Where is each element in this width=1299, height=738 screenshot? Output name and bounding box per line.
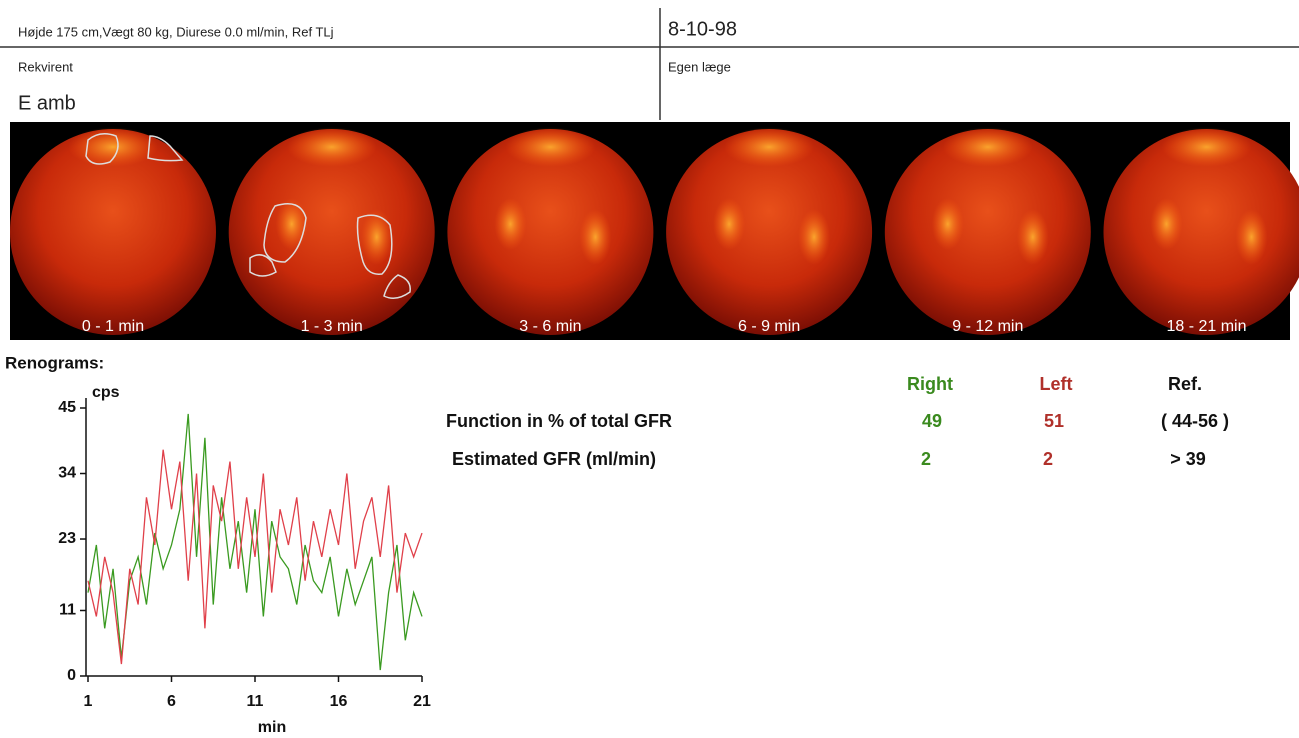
scan	[666, 129, 873, 335]
roi	[263, 203, 307, 263]
scan-hotspot	[798, 209, 831, 265]
scan	[228, 129, 435, 335]
roi	[356, 214, 393, 275]
image-label: 18 - 21 min	[1166, 318, 1246, 335]
scan-hotspot	[1161, 127, 1252, 167]
scan-hotspot	[505, 127, 596, 167]
scan-hotspot	[579, 209, 612, 265]
scan	[884, 129, 1091, 335]
y-tick-label: 11	[59, 602, 76, 619]
cell: ( 44-56 )	[1161, 411, 1229, 431]
scan-hotspot	[1235, 209, 1268, 265]
scan-hotspot	[1150, 198, 1183, 250]
x-tick-label: 6	[167, 693, 176, 710]
roi-outlines	[85, 133, 411, 299]
image-label: 0 - 1 min	[82, 318, 144, 335]
x-tick-label: 16	[330, 693, 348, 710]
roi	[147, 135, 184, 162]
cell: > 39	[1170, 449, 1206, 469]
y-tick-label: 0	[67, 667, 76, 684]
y-tick-label: 23	[58, 530, 76, 547]
patient-info: Højde 175 cm,Vægt 80 kg, Diurese 0.0 ml/…	[18, 24, 334, 39]
scan-hotspot	[724, 127, 815, 167]
x-tick-label: 1	[84, 693, 93, 710]
requester-label: Rekvirent	[18, 59, 73, 74]
series-line	[87, 413, 423, 671]
scan	[1103, 129, 1299, 335]
image-label: 3 - 6 min	[519, 318, 581, 335]
scan-hotspot	[286, 127, 377, 167]
y-tick-label: 34	[58, 465, 76, 482]
doctor-label: Egen læge	[668, 59, 731, 74]
column-header: Ref.	[1168, 374, 1202, 394]
date: 8-10-98	[668, 18, 737, 40]
y-tick-label: 45	[58, 399, 76, 416]
cell: 51	[1044, 411, 1064, 431]
series-line	[87, 449, 423, 665]
cell: 49	[922, 411, 942, 431]
scan-hotspot	[942, 127, 1033, 167]
scan-hotspot	[360, 209, 393, 265]
x-tick-label: 21	[413, 693, 431, 710]
scintigraphy-images: 0 - 1 min 1 - 3 min 3 - 6 min 6 - 9 min 9 - …	[10, 127, 1299, 335]
scan-hotspot	[275, 198, 308, 250]
x-tick-label: 11	[247, 693, 264, 710]
scan-hotspot	[68, 127, 158, 167]
chart-title: Renograms:	[5, 353, 104, 372]
scan-hotspot	[713, 198, 746, 250]
image-label: 6 - 9 min	[738, 318, 800, 335]
cell: 2	[1043, 449, 1053, 469]
row-label: Estimated GFR (ml/min)	[452, 449, 656, 469]
column-header: Right	[907, 374, 953, 394]
row-label: Function in % of total GFR	[446, 411, 672, 431]
column-header: Left	[1040, 374, 1073, 394]
y-axis-label: cps	[92, 384, 120, 401]
scan-hotspot	[931, 198, 964, 250]
image-label: 1 - 3 min	[301, 318, 363, 335]
scan-hotspot	[1016, 209, 1049, 265]
image-label: 9 - 12 min	[952, 318, 1023, 335]
scan-hotspot	[494, 198, 527, 250]
x-axis-label: min	[258, 719, 286, 736]
cell: 2	[921, 449, 931, 469]
roi	[383, 274, 411, 299]
scan	[10, 129, 216, 335]
scan	[447, 129, 654, 335]
requester: E amb	[18, 92, 76, 114]
roi	[249, 254, 277, 277]
roi	[85, 133, 119, 165]
